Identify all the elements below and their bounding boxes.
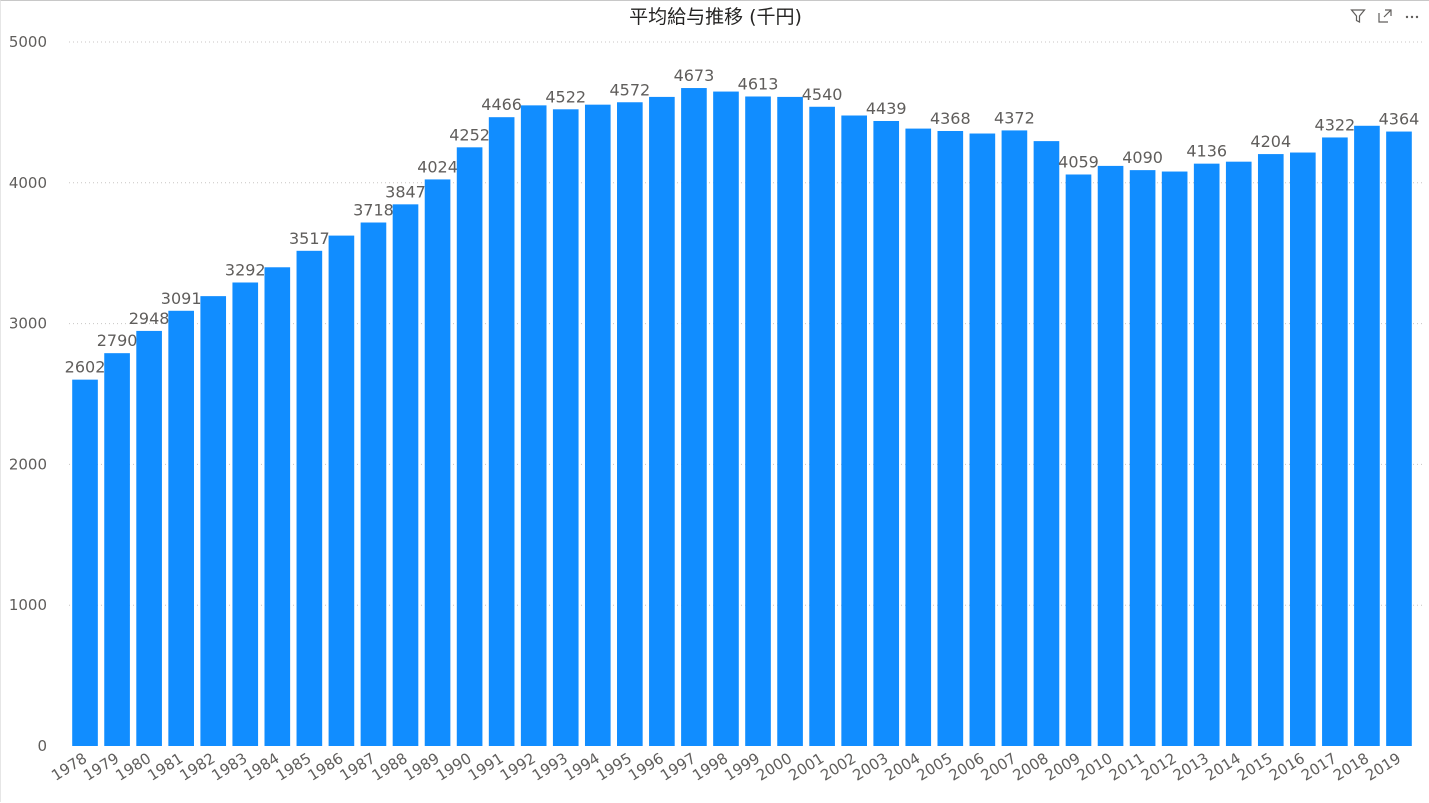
- data-label-2015: 4204: [1250, 132, 1291, 151]
- bar-1980[interactable]: [136, 330, 162, 746]
- bar-1987[interactable]: [360, 222, 387, 746]
- bar-1988[interactable]: [392, 204, 419, 747]
- bar-1985[interactable]: [296, 250, 323, 746]
- data-label-1993: 4522: [545, 87, 586, 106]
- y-tick-label: 0: [37, 737, 47, 755]
- focus-mode-icon[interactable]: [1376, 7, 1394, 25]
- bar-1998[interactable]: [713, 91, 739, 746]
- bar-2018[interactable]: [1354, 125, 1380, 746]
- bar-2016[interactable]: [1290, 152, 1316, 746]
- data-label-2017: 4322: [1315, 115, 1356, 134]
- data-label-2007: 4372: [994, 108, 1035, 127]
- bar-2014[interactable]: [1225, 161, 1252, 746]
- data-label-2011: 4090: [1122, 148, 1163, 167]
- bar-1978[interactable]: [72, 379, 98, 746]
- data-label-1991: 4466: [481, 95, 522, 114]
- bar-1993[interactable]: [552, 109, 579, 747]
- bar-1979[interactable]: [104, 353, 130, 746]
- bar-2001[interactable]: [809, 106, 835, 746]
- bar-2011[interactable]: [1129, 170, 1156, 746]
- bar-2009[interactable]: [1065, 174, 1092, 747]
- bar-1990[interactable]: [456, 147, 483, 746]
- bar-1996[interactable]: [649, 96, 675, 746]
- bar-2012[interactable]: [1161, 171, 1188, 747]
- data-label-2003: 4439: [866, 99, 907, 118]
- data-label-1978: 2602: [65, 358, 106, 377]
- bar-1997[interactable]: [681, 88, 707, 747]
- bar-2005[interactable]: [937, 130, 964, 747]
- data-label-1981: 3091: [161, 289, 202, 308]
- data-label-1997: 4673: [674, 66, 715, 85]
- bar-2003[interactable]: [873, 120, 900, 747]
- data-label-2013: 4136: [1186, 142, 1227, 161]
- data-label-1979: 2790: [97, 331, 138, 350]
- data-label-1995: 4572: [609, 80, 650, 99]
- bar-2007[interactable]: [1001, 130, 1028, 747]
- bar-1983[interactable]: [232, 282, 259, 746]
- y-tick-label: 1000: [9, 596, 47, 614]
- bar-2008[interactable]: [1033, 141, 1060, 746]
- y-tick-label: 4000: [9, 174, 47, 192]
- bar-1994[interactable]: [584, 104, 611, 746]
- chart-title: 平均給与推移 (千円): [629, 6, 802, 28]
- more-options-icon[interactable]: [1403, 7, 1421, 25]
- bar-2002[interactable]: [841, 115, 867, 747]
- bar-2000[interactable]: [777, 96, 803, 746]
- visual-header: [1349, 7, 1421, 25]
- y-tick-label: 5000: [9, 33, 47, 51]
- bar-2013[interactable]: [1193, 163, 1220, 746]
- bar-2006[interactable]: [969, 133, 996, 746]
- bar-1989[interactable]: [424, 179, 451, 747]
- bar-2015[interactable]: [1257, 154, 1284, 746]
- bar-1995[interactable]: [617, 102, 643, 746]
- bar-2017[interactable]: [1322, 137, 1348, 746]
- bar-1991[interactable]: [488, 117, 515, 746]
- y-tick-label: 3000: [9, 315, 47, 333]
- y-tick-label: 2000: [9, 455, 47, 473]
- bar-1981[interactable]: [168, 310, 194, 746]
- data-label-2001: 4540: [802, 85, 843, 104]
- data-label-1989: 4024: [417, 157, 458, 176]
- data-label-1983: 3292: [225, 260, 266, 279]
- bar-1982[interactable]: [200, 296, 227, 746]
- x-tick-label: 2019: [1362, 749, 1404, 785]
- data-label-2005: 4368: [930, 109, 971, 128]
- bar-2010[interactable]: [1097, 165, 1124, 746]
- bar-2019[interactable]: [1386, 131, 1412, 747]
- data-label-1987: 3718: [353, 201, 394, 220]
- bar-2004[interactable]: [905, 128, 932, 747]
- bar-1984[interactable]: [264, 267, 291, 746]
- data-label-1988: 3847: [385, 182, 426, 201]
- filter-icon[interactable]: [1349, 7, 1367, 25]
- data-label-2009: 4059: [1058, 152, 1099, 171]
- data-label-2019: 4364: [1379, 110, 1420, 129]
- data-label-1985: 3517: [289, 229, 330, 248]
- data-label-1980: 2948: [129, 309, 170, 328]
- bar-1986[interactable]: [328, 235, 355, 746]
- data-label-1999: 4613: [738, 74, 779, 93]
- bar-1999[interactable]: [745, 96, 771, 747]
- data-label-1990: 4252: [449, 125, 490, 144]
- bar-1992[interactable]: [520, 105, 547, 747]
